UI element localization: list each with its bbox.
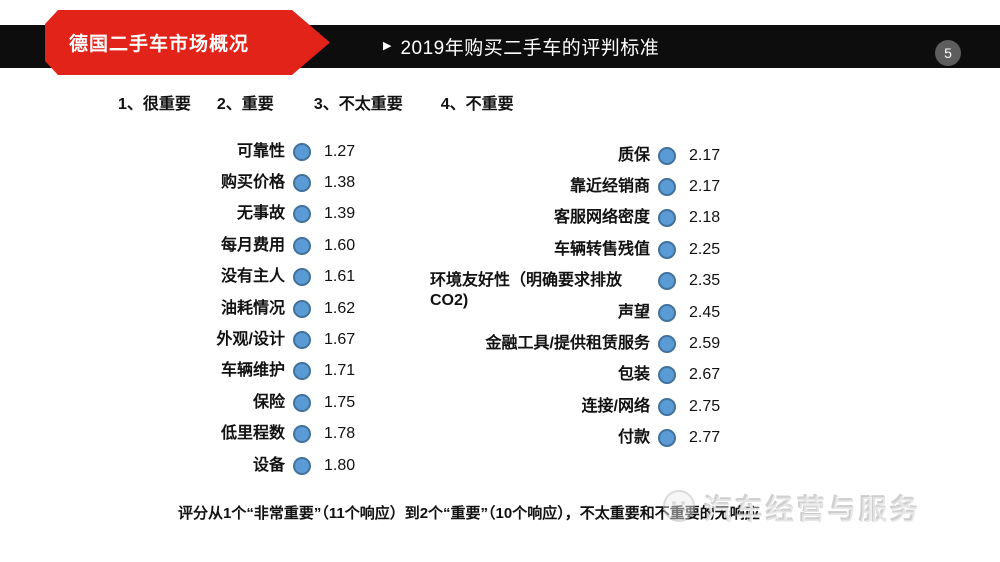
criteria-value: 1.39 — [324, 205, 356, 223]
criteria-row: 没有主人 1.61 — [100, 262, 368, 293]
data-point-dot — [658, 303, 676, 322]
criteria-value: 1.27 — [324, 142, 356, 160]
criteria-value: 2.77 — [689, 429, 721, 447]
criteria-label: 声望 — [617, 303, 650, 321]
criteria-value: 2.35 — [689, 272, 721, 290]
criteria-row: 购买价格 1.38 — [100, 167, 368, 198]
legend-item: 3、不太重要 — [313, 96, 403, 113]
data-point-dot — [658, 240, 676, 259]
criteria-value: 2.67 — [689, 366, 721, 384]
criteria-column-left: 可靠性 1.27 购买价格 1.38 无事故 1.39 每月费用 1.60 没有主人 1.61 油耗… — [100, 136, 368, 481]
criteria-row: 客服网络密度 2.18 — [430, 203, 733, 234]
data-point-dot — [658, 397, 676, 416]
criteria-value: 2.59 — [689, 335, 721, 353]
criteria-label: 金融工具/提供租赁服务 — [485, 335, 650, 353]
data-point-dot — [293, 362, 311, 381]
data-point-dot — [658, 272, 676, 291]
criteria-row: 环境友好性（明确要求排放CO2) 2.35 — [430, 266, 733, 309]
criteria-value: 1.38 — [324, 174, 356, 192]
criteria-label: 环境友好性（明确要求排放CO2) — [430, 272, 623, 310]
data-point-dot — [293, 299, 311, 318]
legend-item: 1、很重要 — [118, 96, 191, 113]
criteria-row: 质保 2.17 — [430, 140, 733, 171]
criteria-row: 金融工具/提供租赁服务 2.59 — [430, 328, 733, 359]
criteria-row: 声望 2.45 — [430, 297, 733, 328]
slide-title: 2019年购买二手车的评判标准 — [400, 38, 660, 59]
criteria-value: 1.75 — [324, 393, 356, 411]
criteria-label: 无事故 — [236, 205, 285, 223]
data-point-dot — [293, 456, 311, 475]
criteria-value: 1.80 — [324, 456, 356, 474]
triangle-bullet-icon: ▶ — [383, 40, 392, 52]
page-number-badge: 5 — [935, 40, 961, 66]
legend-item: 4、不重要 — [440, 96, 514, 113]
criteria-row: 车辆转售残值 2.25 — [430, 234, 733, 265]
criteria-column-right: 质保 2.17 靠近经销商 2.17 客服网络密度 2.18 车辆转售残值 2.25 环境友好性… — [430, 140, 733, 454]
data-point-dot — [293, 142, 311, 161]
criteria-row: 每月费用 1.60 — [100, 230, 368, 261]
criteria-value: 2.17 — [689, 178, 721, 196]
data-point-dot — [293, 268, 311, 287]
criteria-label: 车辆转售残值 — [553, 240, 650, 258]
criteria-row: 包装 2.67 — [430, 360, 733, 391]
criteria-label: 靠近经销商 — [569, 178, 650, 196]
criteria-label: 每月费用 — [220, 236, 285, 254]
criteria-row: 靠近经销商 2.17 — [430, 171, 733, 202]
data-point-dot — [658, 366, 676, 385]
slide-title-wrap: ▶ 2019年购买二手车的评判标准 — [383, 25, 659, 68]
criteria-label: 连接/网络 — [581, 397, 650, 415]
scale-legend: 1、很重要 2、重要 3、不太重要 4、不重要 — [118, 90, 514, 114]
criteria-label: 可靠性 — [236, 142, 285, 160]
criteria-value: 1.67 — [324, 331, 356, 349]
criteria-value: 1.61 — [324, 268, 356, 286]
criteria-label: 包装 — [617, 366, 650, 384]
criteria-label: 购买价格 — [220, 174, 285, 192]
data-point-dot — [658, 429, 676, 448]
criteria-label: 低里程数 — [220, 425, 285, 443]
legend-item: 2、重要 — [216, 96, 274, 113]
criteria-value: 1.71 — [324, 362, 356, 380]
criteria-row: 低里程数 1.78 — [100, 419, 368, 450]
criteria-row: 外观/设计 1.67 — [100, 324, 368, 355]
data-point-dot — [293, 174, 311, 193]
criteria-value: 2.25 — [689, 240, 721, 258]
criteria-row: 保险 1.75 — [100, 387, 368, 418]
criteria-label: 车辆维护 — [220, 362, 285, 380]
criteria-value: 2.17 — [689, 146, 721, 164]
criteria-label: 外观/设计 — [216, 331, 285, 349]
criteria-row: 无事故 1.39 — [100, 199, 368, 230]
criteria-value: 2.75 — [689, 397, 721, 415]
data-point-dot — [293, 205, 311, 224]
criteria-row: 付款 2.77 — [430, 423, 733, 454]
criteria-label: 保险 — [252, 393, 285, 411]
data-point-dot — [293, 236, 311, 255]
criteria-value: 1.60 — [324, 236, 356, 254]
criteria-value: 2.45 — [689, 303, 721, 321]
data-point-dot — [658, 335, 676, 354]
data-point-dot — [293, 393, 311, 412]
criteria-label: 质保 — [617, 146, 650, 164]
data-point-dot — [293, 425, 311, 444]
criteria-row: 油耗情况 1.62 — [100, 293, 368, 324]
criteria-label: 没有主人 — [220, 268, 285, 286]
criteria-value: 1.78 — [324, 425, 356, 443]
data-point-dot — [658, 146, 676, 165]
footnote: 评分从1个“非常重要”（11个响应）到2个“重要”（10个响应），不太重要和不重… — [178, 505, 760, 522]
criteria-value: 1.62 — [324, 299, 356, 317]
section-ribbon: 德国二手车市场概况 — [45, 10, 330, 75]
criteria-value: 2.18 — [689, 209, 721, 227]
criteria-row: 车辆维护 1.71 — [100, 356, 368, 387]
criteria-label: 付款 — [617, 429, 650, 447]
criteria-row: 设备 1.80 — [100, 450, 368, 481]
data-point-dot — [658, 178, 676, 197]
section-ribbon-label: 德国二手车市场概况 — [69, 34, 250, 55]
criteria-label: 设备 — [252, 456, 285, 474]
criteria-label: 油耗情况 — [220, 299, 285, 317]
data-point-dot — [293, 331, 311, 350]
data-point-dot — [658, 209, 676, 228]
criteria-row: 可靠性 1.27 — [100, 136, 368, 167]
criteria-label: 客服网络密度 — [553, 209, 650, 227]
criteria-row: 连接/网络 2.75 — [430, 391, 733, 422]
